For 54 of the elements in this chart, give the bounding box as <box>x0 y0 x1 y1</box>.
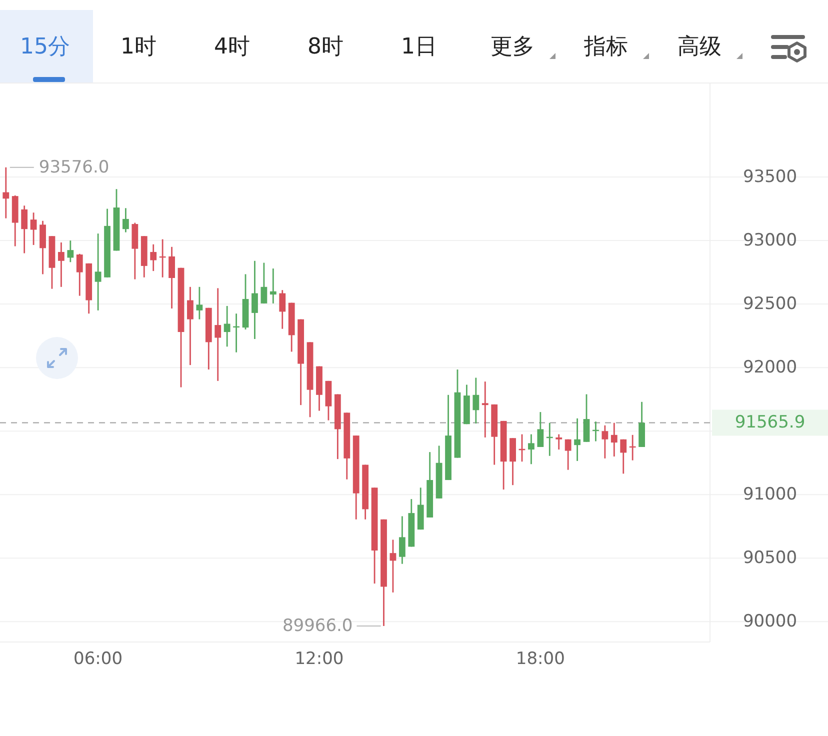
candlestick <box>602 424 608 460</box>
candlestick <box>279 289 286 330</box>
candlestick <box>472 377 480 424</box>
candlestick <box>574 418 580 462</box>
candlestick <box>564 438 572 471</box>
candlestick <box>150 244 157 272</box>
candlestick <box>2 166 10 220</box>
candlestick <box>224 305 230 348</box>
text: 1日 <box>401 34 437 60</box>
candlestick <box>94 232 102 312</box>
text: 8时 <box>308 34 344 60</box>
y-tick-label: 93000 <box>742 230 798 251</box>
candlestick <box>214 287 222 382</box>
text: 1时 <box>120 34 156 60</box>
candlestick <box>21 204 28 254</box>
y-tick-label: 92000 <box>742 358 798 378</box>
x-tick-label: 12:00 <box>294 649 344 669</box>
candlestick <box>260 262 268 304</box>
candlestick <box>398 516 406 565</box>
text: 高级 <box>678 34 722 60</box>
candlestick <box>252 260 258 340</box>
ref-line-label: 91565.9 <box>734 412 806 433</box>
y-tick-label: 90000 <box>742 612 798 632</box>
candlestick <box>537 411 544 448</box>
text: 指标 <box>583 34 628 60</box>
candlestick <box>556 434 562 450</box>
candlestick <box>40 220 46 275</box>
text: 更多 <box>490 34 534 60</box>
candlestick <box>67 240 74 263</box>
candlestick <box>390 539 396 594</box>
y-tick-label: 92500 <box>742 294 798 314</box>
x-tick-label: 06:00 <box>74 649 123 669</box>
candlestick <box>510 437 516 486</box>
candlestick <box>620 438 627 474</box>
candlestick <box>76 253 83 296</box>
candlestick <box>482 380 488 438</box>
candlestick <box>168 246 175 310</box>
candlestick <box>196 286 203 320</box>
text: 15分 <box>20 34 70 60</box>
y-tick-label: 91000 <box>742 484 798 505</box>
candlestick <box>58 242 64 288</box>
annotation: 89966.0 <box>282 616 353 636</box>
candlestick <box>30 212 37 246</box>
y-tick-label: 93500 <box>742 167 798 188</box>
x-tick-label: 18:00 <box>516 649 565 669</box>
candlestick <box>122 207 129 233</box>
candlestick <box>583 394 590 443</box>
y-tick-label: 90500 <box>742 548 798 568</box>
annotation: 93576.0 <box>38 157 110 178</box>
candlestick <box>270 268 276 304</box>
candlestick <box>610 422 618 458</box>
text: 4时 <box>214 34 250 60</box>
candlestick <box>528 434 534 465</box>
candlestick <box>187 286 194 366</box>
